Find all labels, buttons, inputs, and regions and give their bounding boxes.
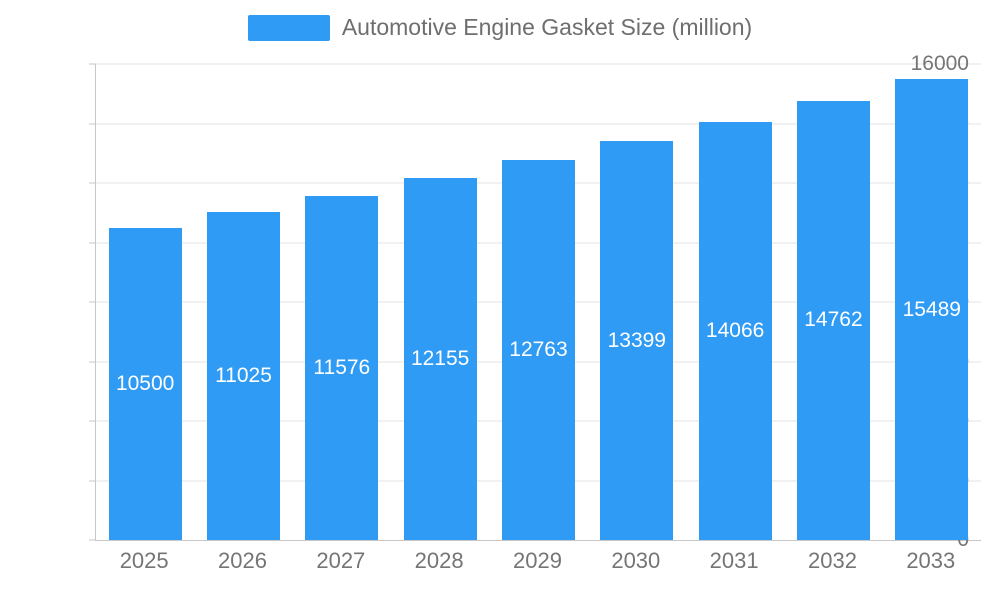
bar-slot: 14762 — [784, 64, 882, 540]
bar-value-label: 12155 — [410, 347, 470, 371]
plot-area: 0200040006000800010000120001400016000 10… — [89, 52, 981, 551]
bar-slot: 11576 — [293, 64, 391, 540]
bar-value-label: 14066 — [705, 318, 765, 342]
bar-slot: 10500 — [96, 64, 194, 540]
bar-slot: 13399 — [588, 64, 686, 540]
bar-2032[interactable]: 14762 — [797, 100, 870, 540]
y-axis-tick — [89, 420, 96, 422]
bar-value-label: 11025 — [215, 364, 272, 387]
gridline — [96, 123, 981, 124]
x-axis-tick-label: 2033 — [906, 548, 956, 573]
bar-2031[interactable]: 14066 — [698, 121, 772, 540]
y-axis-tick — [89, 123, 96, 124]
x-axis-tick-label: 2030 — [611, 548, 661, 573]
x-axis-tick-label: 2027 — [316, 548, 366, 573]
legend-label: Automotive Engine Gasket Size (million) — [341, 14, 753, 40]
x-axis-tick-label: 2029 — [513, 548, 562, 573]
bar-value-label: 14762 — [804, 308, 863, 332]
bar-2025[interactable]: 10500 — [108, 227, 182, 540]
bars-container: 10500 11025 11576 12155 12763 13399 14066 14762… — [96, 64, 981, 540]
bar-value-label: 13399 — [607, 328, 666, 352]
bar-slot: 12155 — [391, 64, 489, 540]
bar-slot: 15489 — [883, 64, 981, 540]
bar-2029[interactable]: 12763 — [502, 160, 575, 540]
chart-legend: Automotive Engine Gasket Size (million) — [0, 14, 1000, 41]
x-axis-tick-label: 2031 — [709, 548, 759, 573]
bar-value-label: 11576 — [313, 355, 371, 379]
x-axis-tick-label: 2025 — [119, 548, 169, 573]
x-axis-tick-label: 2032 — [807, 548, 857, 573]
bar-2027[interactable]: 11576 — [305, 195, 379, 540]
bar-slot: 12763 — [489, 64, 587, 540]
y-axis-tick — [89, 361, 96, 362]
legend-item[interactable]: Automotive Engine Gasket Size (million) — [247, 14, 753, 41]
bar-2028[interactable]: 12155 — [403, 178, 477, 540]
y-axis-tick — [89, 539, 96, 541]
bar-slot: 14066 — [686, 64, 784, 540]
bar-value-label: 15489 — [902, 297, 961, 321]
x-axis-labels: 2025 2026 2027 2028 2029 2030 2031 2032 2033 — [95, 548, 980, 574]
y-axis-tick — [89, 301, 96, 303]
x-axis-tick-label: 2026 — [218, 548, 267, 573]
y-axis-tick — [89, 242, 96, 243]
y-axis-tick — [89, 63, 96, 65]
gridline — [96, 63, 981, 65]
bar-2030[interactable]: 13399 — [600, 141, 674, 540]
bar-value-label: 10500 — [115, 371, 175, 395]
y-axis-tick-label: 16000 — [910, 52, 969, 75]
bar-value-label: 12763 — [509, 338, 568, 362]
bar-slot: 11025 — [194, 64, 292, 540]
bar-2033[interactable]: 15489 — [895, 79, 969, 540]
bar-2026[interactable]: 11025 — [207, 212, 280, 540]
x-axis-tick-label: 2028 — [414, 548, 464, 573]
legend-swatch — [247, 14, 330, 41]
y-axis-tick — [89, 182, 96, 184]
y-axis-tick — [89, 480, 96, 481]
